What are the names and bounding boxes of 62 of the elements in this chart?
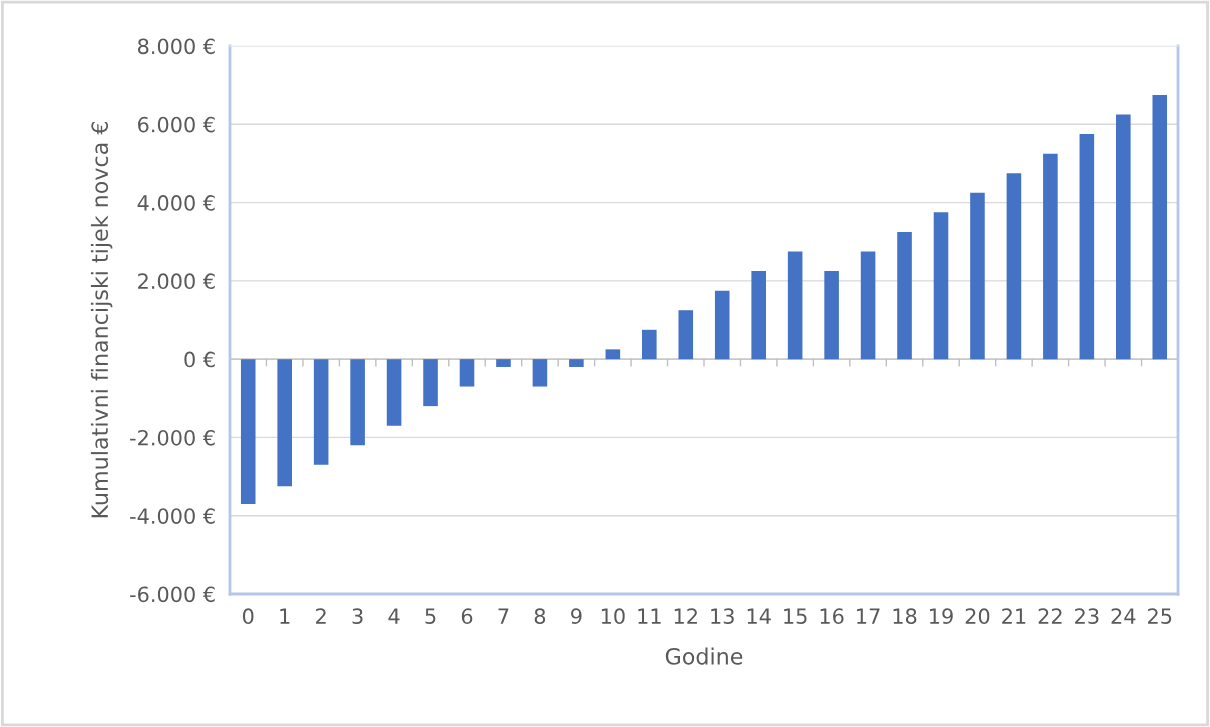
- x-tick-label: 22: [1038, 608, 1062, 624]
- x-tick-label: 9: [571, 608, 582, 625]
- x-tick-label: 13: [711, 608, 734, 625]
- bar: [860, 251, 876, 360]
- x-tick-label: 3: [352, 608, 363, 625]
- bar: [897, 231, 912, 360]
- bar: [496, 359, 511, 367]
- x-tick-label: 5: [425, 608, 436, 625]
- bar: [386, 359, 402, 426]
- x-tick-label: 4: [388, 608, 400, 624]
- bar: [933, 212, 949, 360]
- bar: [970, 192, 985, 360]
- bar: [459, 359, 475, 387]
- x-tick-label: 16: [820, 608, 844, 625]
- x-tick-label: 23: [1075, 608, 1099, 625]
- x-tick-label: 0: [242, 608, 254, 625]
- x-tick-label: 12: [674, 608, 697, 624]
- y-tick-label: 8.000 €: [138, 38, 215, 55]
- bar: [1043, 153, 1058, 360]
- y-tick-label: -2.000 €: [130, 429, 215, 446]
- bar: [313, 359, 329, 465]
- bar: [678, 310, 694, 360]
- bar: [423, 359, 438, 407]
- x-tick-label: 17: [857, 608, 880, 624]
- bar: [1006, 173, 1022, 360]
- x-tick-label: 8: [534, 608, 546, 625]
- x-tick-label: 21: [1002, 608, 1026, 624]
- x-tick-label: 10: [601, 608, 625, 625]
- bar: [714, 290, 730, 360]
- x-tick-label: 20: [965, 608, 990, 625]
- x-tick-label: 15: [784, 608, 807, 625]
- bar: [240, 359, 256, 504]
- x-tick-label: 18: [893, 608, 917, 625]
- y-tick-label: 0 €: [184, 351, 215, 368]
- y-axis-title: Kumulativni financijski tijek novca €: [90, 121, 113, 518]
- y-tick-label: -4.000 €: [130, 508, 215, 524]
- bar: [350, 359, 365, 446]
- x-tick-label: 19: [930, 608, 953, 625]
- x-tick-label: 7: [498, 608, 509, 624]
- x-tick-label: 2: [316, 608, 326, 624]
- y-tick-label: 4.000 €: [137, 195, 215, 211]
- x-tick-label: 11: [638, 608, 661, 624]
- bar: [787, 251, 803, 360]
- y-tick-label: 2.000 €: [138, 273, 215, 290]
- bar: [1116, 114, 1131, 360]
- bar: [1079, 134, 1095, 360]
- bar: [1152, 94, 1168, 360]
- bar: [532, 359, 548, 387]
- x-tick-label: 1: [280, 608, 290, 624]
- x-tick-label: 25: [1148, 608, 1172, 625]
- bar: [569, 359, 584, 367]
- x-axis-title: Godine: [665, 647, 743, 665]
- x-tick-label: 24: [1111, 608, 1136, 624]
- bar: [824, 271, 839, 360]
- y-tick-label: -6.000 €: [130, 586, 215, 603]
- y-tick-label: 6.000 €: [138, 116, 215, 133]
- x-tick-label: 6: [461, 608, 473, 625]
- bar: [642, 329, 657, 360]
- bar: [277, 359, 292, 487]
- bar: [605, 349, 621, 360]
- x-tick-label: 14: [747, 608, 771, 624]
- bar: [751, 271, 766, 360]
